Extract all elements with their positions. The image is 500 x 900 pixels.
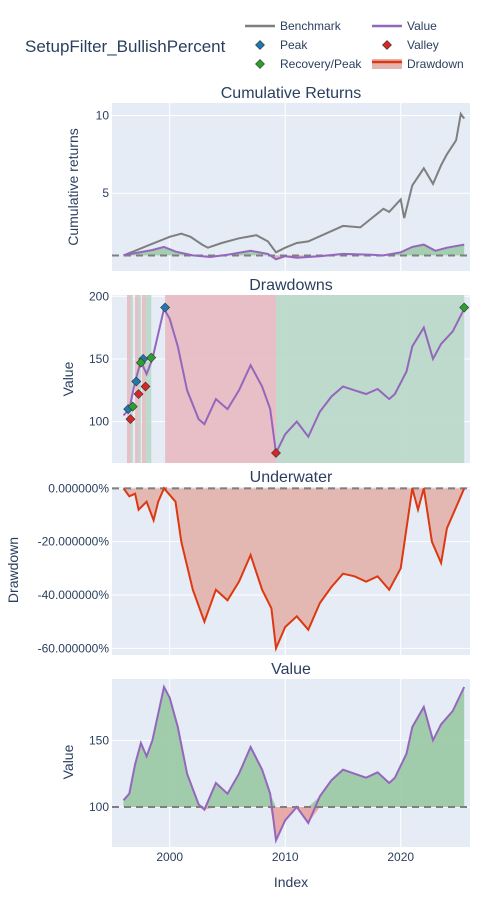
drawdowns-panel: Drawdowns Value 100 150 200 [60,277,470,463]
value-line [123,243,465,261]
panel-title-value: Value [271,661,311,678]
legend-swatch-band-drawdown [372,59,402,69]
recovery-range-0 [130,295,133,463]
x-axis-ticks: 2000 2010 2020 [156,850,414,864]
y-tick-label-cumulative-returns: 10 [96,108,110,122]
valley-marker [271,448,281,458]
legend: Benchmark Value Peak Valley Recovery/Peak Dra… [245,19,464,71]
cumulative-returns-panel: Cumulative Returns Cumulative returns 5 1… [65,85,470,271]
recovery-range-1 [138,295,141,463]
y-tick-label-underwater: -60.000000% [38,641,110,655]
drawdown-range-0 [127,295,131,463]
value-above-baseline-fill [123,687,465,807]
y-axis-label-underwater: Drawdown [5,537,21,603]
value-line [122,684,466,844]
legend-label-recovery-peak: Recovery/Peak [280,57,362,71]
y-tick-label-underwater: 0.000000% [48,481,109,495]
recovery-marker [135,357,146,368]
y-tick-label-underwater: -40.000000% [38,588,110,602]
peak-marker [131,376,142,387]
figure-title: SetupFilter_BullishPercent [25,37,226,56]
legend-label-benchmark: Benchmark [280,19,342,33]
benchmark-line [123,111,466,257]
y-tick-label-underwater: -20.000000% [38,535,110,549]
value-panel: Value Value 100 150 [60,661,470,847]
recovery-marker [459,302,470,313]
underwater-panel: Underwater Drawdown 0.000000% -20.000000%… [5,469,470,655]
y-axis-label-cumulative-returns: Cumulative returns [65,128,81,246]
recovery-range-2 [145,295,152,463]
legend-label-drawdown: Drawdown [407,57,464,71]
drawdown-line [122,486,466,653]
y-axis-label-value: Value [60,744,76,779]
panel-title-underwater: Underwater [250,469,333,486]
x-tick-label: 2010 [272,850,299,864]
legend-label-valley: Valley [407,38,439,52]
panel-title-cumulative-returns: Cumulative Returns [221,85,362,102]
x-tick-label: 2020 [387,850,414,864]
drawdown-range-3 [165,295,276,463]
value-line [122,306,466,457]
drawdown-range-2 [142,295,146,463]
recovery-marker [146,352,157,363]
x-tick-label: 2000 [156,850,183,864]
valley-marker [125,414,136,425]
legend-swatch-peak [255,40,265,50]
y-axis-label-drawdowns: Value [60,361,76,396]
y-tick-label-cumulative-returns: 5 [102,186,109,200]
x-axis-label: Index [274,874,308,890]
y-tick-label-drawdowns: 200 [89,289,109,303]
panel-title-drawdowns: Drawdowns [249,277,333,294]
legend-swatch-recovery-peak [255,59,265,69]
valley-marker [133,389,144,399]
y-tick-label-value: 100 [89,800,109,814]
legend-label-value: Value [407,19,437,33]
recovery-marker [127,401,138,412]
peak-marker [160,302,171,313]
legend-label-peak: Peak [280,38,308,52]
y-tick-label-value: 150 [89,733,109,747]
recovery-range-3 [275,295,465,463]
legend-swatch-valley [382,40,392,50]
y-tick-label-drawdowns: 100 [89,415,109,429]
plot-area-cumulative-returns [112,103,470,271]
y-tick-label-drawdowns: 150 [89,352,109,366]
valley-marker [140,381,151,392]
value-above-baseline-fill [123,244,465,256]
